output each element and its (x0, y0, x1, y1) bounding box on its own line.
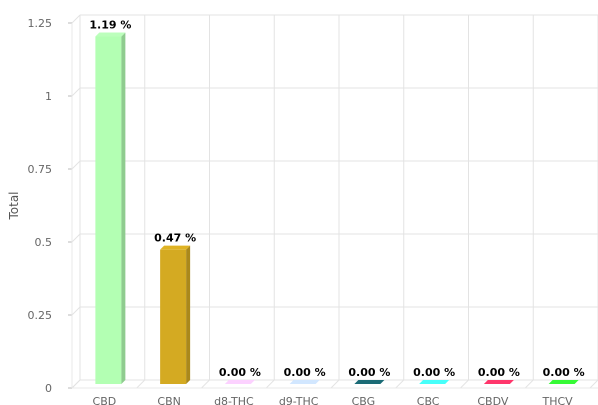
bar-top (95, 32, 126, 37)
x-tick-label: CBDV (477, 395, 509, 405)
grid-line-diagonal (71, 87, 81, 97)
x-tick-label: d8-THC (214, 395, 254, 405)
data-label: 1.19 % (89, 19, 131, 32)
x-tick-label: CBC (417, 395, 440, 405)
grid-line-diagonal (71, 233, 81, 243)
bar-top (548, 380, 579, 384)
grid-line-floor (201, 379, 210, 389)
y-tick-label: 0.75 (28, 163, 53, 176)
data-labels: 1.19 % 0.47 % 0.00 % 0.00 % 0.00 % 0.00 % 0.00… (89, 19, 584, 379)
y-tick-label: 1.25 (28, 17, 53, 30)
axes (68, 22, 598, 389)
grid-line-floor (460, 379, 469, 389)
data-label: 0.00 % (413, 366, 455, 379)
grid-line-floor (71, 379, 81, 389)
y-tick-label: 0.25 (28, 309, 53, 322)
x-tick-label: CBD (93, 395, 117, 405)
bar-cbd (95, 32, 126, 385)
bar-cbg (354, 380, 385, 384)
bar-cbdv (483, 380, 514, 384)
bar-side (186, 245, 191, 384)
bar-cbc (419, 380, 450, 384)
x-tick-label: d9-THC (279, 395, 319, 405)
data-label: 0.00 % (219, 366, 261, 379)
grid-line-floor (330, 379, 340, 389)
bar-thcv (548, 380, 579, 384)
grid-line-floor (136, 379, 146, 389)
bar-top (354, 380, 385, 384)
grid-lines (71, 14, 598, 389)
x-tick-label: CBN (157, 395, 180, 405)
grid-line-diagonal (71, 306, 81, 316)
bar-top (483, 380, 514, 384)
x-tick-label: CBG (352, 395, 376, 405)
x-tick-label: THCV (542, 395, 574, 405)
grid-line-floor (265, 379, 275, 389)
data-label: 0.00 % (348, 366, 390, 379)
bar-top (224, 380, 255, 384)
grid-line-diagonal (71, 14, 81, 24)
bar-top (419, 380, 450, 384)
y-tick-labels: 0 0.25 0.5 0.75 1 1.25 (28, 17, 53, 395)
x-tick-labels: CBD CBN d8-THC d9-THC CBG CBC CBDV THCV (93, 395, 574, 405)
bar-d8-thc (224, 380, 255, 384)
data-label: 0.47 % (154, 232, 196, 245)
bar-top (289, 380, 320, 384)
y-tick-label: 0 (45, 382, 52, 395)
bar-side (121, 32, 126, 385)
data-label: 0.00 % (543, 366, 585, 379)
bar-d9-thc (289, 380, 320, 384)
bar-front (160, 249, 187, 384)
bar-cbn (160, 245, 191, 384)
bar-front (95, 36, 122, 385)
grid-line-diagonal (71, 160, 81, 170)
grid-line-floor (589, 379, 598, 389)
grid-line-floor (524, 379, 534, 389)
data-label: 0.00 % (284, 366, 326, 379)
y-tick-label: 0.5 (35, 236, 53, 249)
bars (95, 32, 579, 385)
grid-line-floor (395, 379, 405, 389)
data-label: 0.00 % (478, 366, 520, 379)
bar-top (160, 245, 191, 250)
y-tick-label: 1 (45, 90, 52, 103)
y-axis-label: Total (7, 191, 21, 220)
